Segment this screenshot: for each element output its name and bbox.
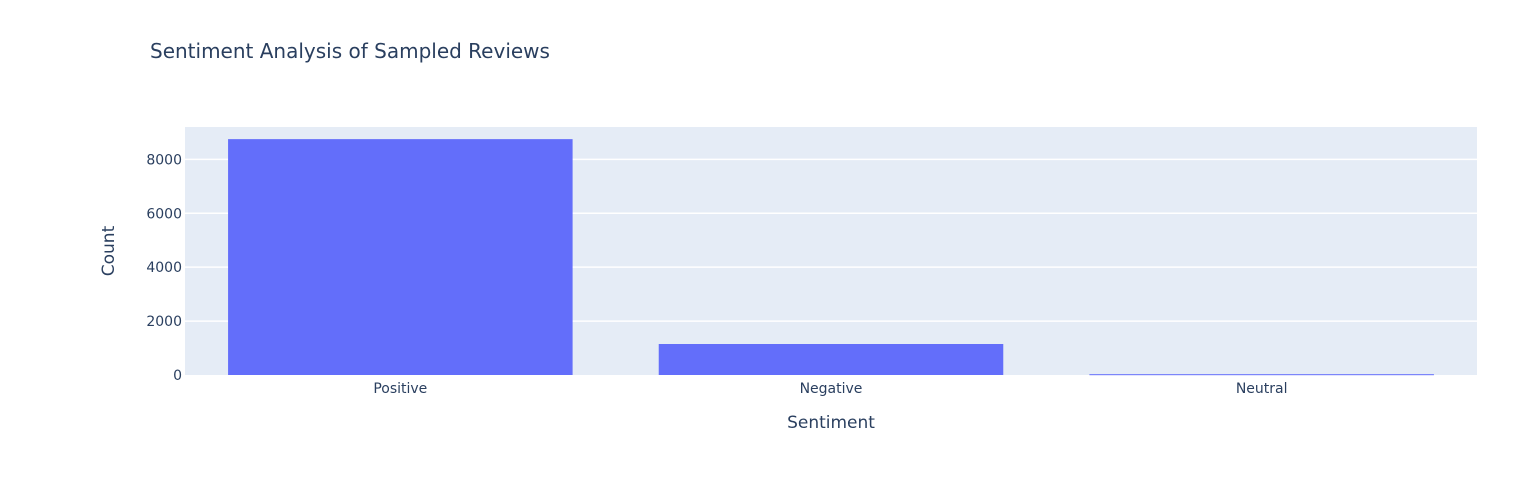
bar-positive[interactable] [228, 139, 573, 375]
y-tick-label: 4000 [146, 260, 182, 276]
x-tick-label: Neutral [1236, 381, 1288, 397]
y-tick-label: 2000 [146, 314, 182, 330]
y-tick-label: 8000 [146, 152, 182, 168]
x-tick-label: Negative [800, 381, 863, 397]
x-axis-ticks: Positive Negative Neutral [373, 381, 1287, 397]
y-axis-ticks: 0 2000 4000 6000 8000 [146, 152, 182, 384]
y-axis-title: Count [99, 225, 119, 276]
bar-negative[interactable] [658, 344, 1004, 375]
bar-neutral[interactable] [1089, 374, 1434, 376]
x-axis-title: Sentiment [787, 413, 875, 433]
y-tick-label: 6000 [146, 206, 182, 222]
x-tick-label: Positive [373, 381, 427, 397]
bars [228, 139, 1434, 376]
chart-title: Sentiment Analysis of Sampled Reviews [150, 39, 550, 63]
y-tick-label: 0 [173, 368, 182, 384]
